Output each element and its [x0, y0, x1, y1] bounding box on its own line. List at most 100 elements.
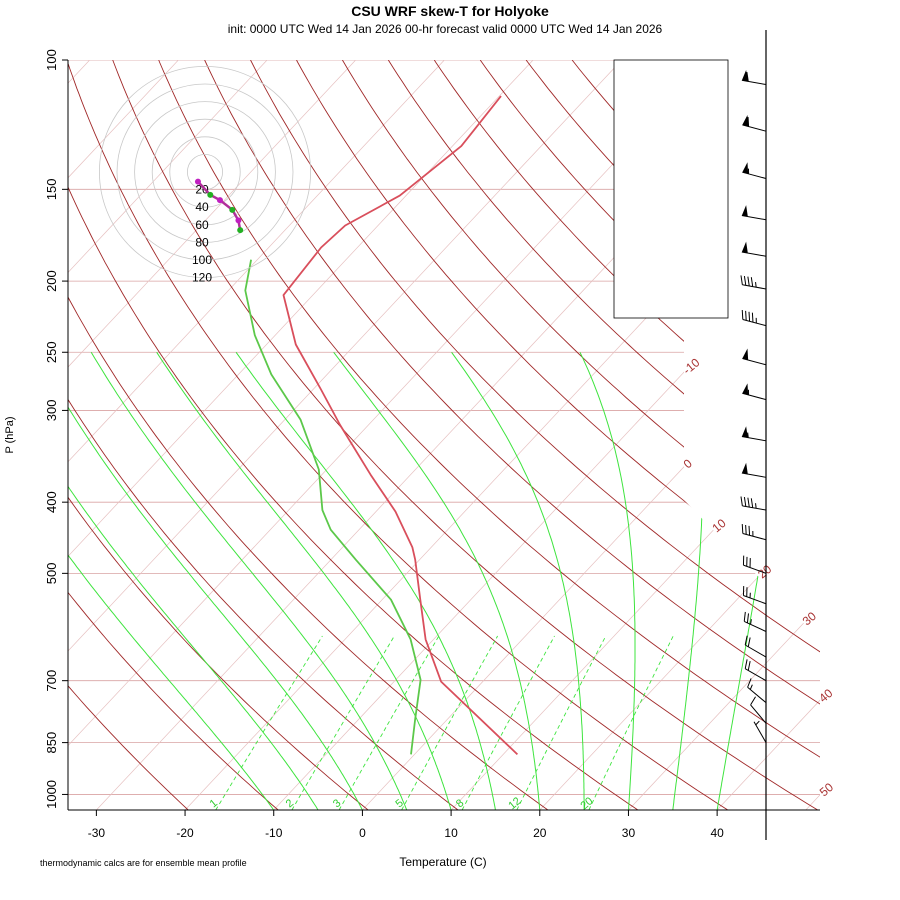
- wind-barb: [742, 383, 767, 401]
- dry-adiabat: [68, 60, 459, 810]
- chart-title: CSU WRF skew-T for Holyoke: [351, 3, 549, 19]
- dry-adiabat: [204, 60, 820, 810]
- isotherm: [68, 60, 711, 810]
- dry-adiabat: [296, 60, 820, 810]
- mixing-ratio-line: [461, 635, 555, 810]
- y-tick-label: 1000: [44, 780, 59, 809]
- y-tick-label: 100: [44, 49, 59, 71]
- wind-barb: [741, 524, 767, 541]
- x-tick-label: 30: [622, 826, 636, 840]
- mixing-ratio-line: [401, 635, 498, 810]
- mixing-ratio-line: [291, 635, 395, 810]
- wind-barb: [741, 426, 767, 442]
- wind-barb: [742, 348, 767, 366]
- dewpoint-line: [244, 259, 422, 755]
- moist-adiabat: [68, 352, 363, 810]
- dry-adiabat: [68, 60, 279, 810]
- hodograph-ring-label: 60: [195, 218, 209, 232]
- wind-barb: [744, 635, 767, 658]
- moist-adiabat: [68, 352, 275, 810]
- moist-adiabat: [333, 351, 541, 810]
- x-tick-label: -10: [265, 826, 283, 840]
- y-tick-label: 500: [44, 562, 59, 584]
- info-box: [613, 59, 729, 319]
- y-tick-label: 150: [44, 178, 59, 200]
- x-tick-label: -30: [88, 826, 106, 840]
- dry-adiabat: [342, 60, 820, 810]
- hodograph-point: [229, 206, 236, 213]
- isotherm: [68, 60, 534, 810]
- wind-barb: [753, 720, 767, 743]
- y-tick-label: 300: [44, 400, 59, 422]
- hodograph-ring: [99, 66, 311, 278]
- dry-adiabat: [250, 60, 820, 810]
- hodograph-ring: [151, 118, 259, 226]
- isotherm: [68, 60, 445, 810]
- mixing-ratio-line: [215, 635, 323, 810]
- wind-barb: [741, 70, 767, 86]
- hodograph-ring-label: 80: [195, 235, 209, 249]
- hodograph-ring-label: 120: [192, 271, 212, 285]
- x-tick-label: 0: [359, 826, 366, 840]
- moist-adiabat: [579, 352, 636, 810]
- hodograph-point: [237, 227, 244, 234]
- isotherm: [628, 60, 820, 810]
- moist-adiabat: [68, 352, 319, 810]
- chart-subtitle: init: 0000 UTC Wed 14 Jan 2026 00-hr for…: [228, 22, 663, 36]
- hodograph-ring: [134, 101, 276, 243]
- hodograph-point: [216, 197, 223, 204]
- y-axis-label: P (hPa): [4, 416, 16, 453]
- x-tick-label: -20: [176, 826, 194, 840]
- dry-adiabat: [112, 60, 818, 810]
- wind-barb: [742, 586, 767, 605]
- y-tick-label: 400: [44, 491, 59, 513]
- wind-barb: [742, 114, 767, 132]
- isotherm: [68, 60, 623, 810]
- moist-adiabat: [156, 352, 452, 810]
- dry-adiabat: [479, 60, 820, 810]
- wind-barb: [740, 275, 767, 290]
- x-axis-label: Temperature (C): [399, 855, 486, 869]
- wind-barb: [740, 496, 767, 511]
- y-tick-label: 200: [44, 270, 59, 292]
- y-tick-label: 850: [44, 732, 59, 754]
- hodograph-point: [235, 217, 242, 224]
- wind-barb: [742, 555, 767, 574]
- wind-barb: [742, 162, 767, 179]
- moist-adiabat: [90, 352, 408, 810]
- wind-barb: [741, 309, 767, 327]
- mixing-ratio-line: [516, 635, 607, 810]
- temperature-line: [282, 95, 519, 756]
- isotherm: [539, 60, 820, 810]
- hodograph-point: [207, 191, 214, 198]
- wind-barb: [747, 678, 767, 704]
- wind-barb: [741, 241, 767, 257]
- moist-adiabat: [451, 352, 585, 810]
- hodograph-ring: [116, 83, 294, 261]
- y-tick-label: 700: [44, 670, 59, 692]
- isotherm: [68, 60, 356, 810]
- dry-adiabat: [68, 60, 369, 810]
- dry-adiabat: [68, 60, 549, 810]
- wind-barb: [743, 611, 767, 632]
- isotherm: [68, 60, 268, 810]
- dry-adiabat: [68, 60, 639, 810]
- hodograph-ring-label: 100: [192, 253, 212, 267]
- wind-barb: [741, 205, 767, 221]
- hodograph-ring-label: 40: [195, 200, 209, 214]
- wind-barb: [741, 462, 767, 478]
- mixing-ratio-line: [338, 635, 440, 810]
- isotherm: [273, 60, 820, 810]
- dry-adiabat: [68, 60, 729, 810]
- wind-barb: [750, 696, 767, 724]
- x-tick-label: 20: [533, 826, 547, 840]
- y-tick-label: 250: [44, 341, 59, 363]
- x-tick-label: 40: [710, 826, 724, 840]
- hodograph-ring-label: 20: [195, 183, 209, 197]
- wind-barb: [744, 659, 767, 682]
- moist-adiabat: [235, 352, 496, 810]
- footnote: thermodynamic calcs are for ensemble mea…: [40, 858, 247, 868]
